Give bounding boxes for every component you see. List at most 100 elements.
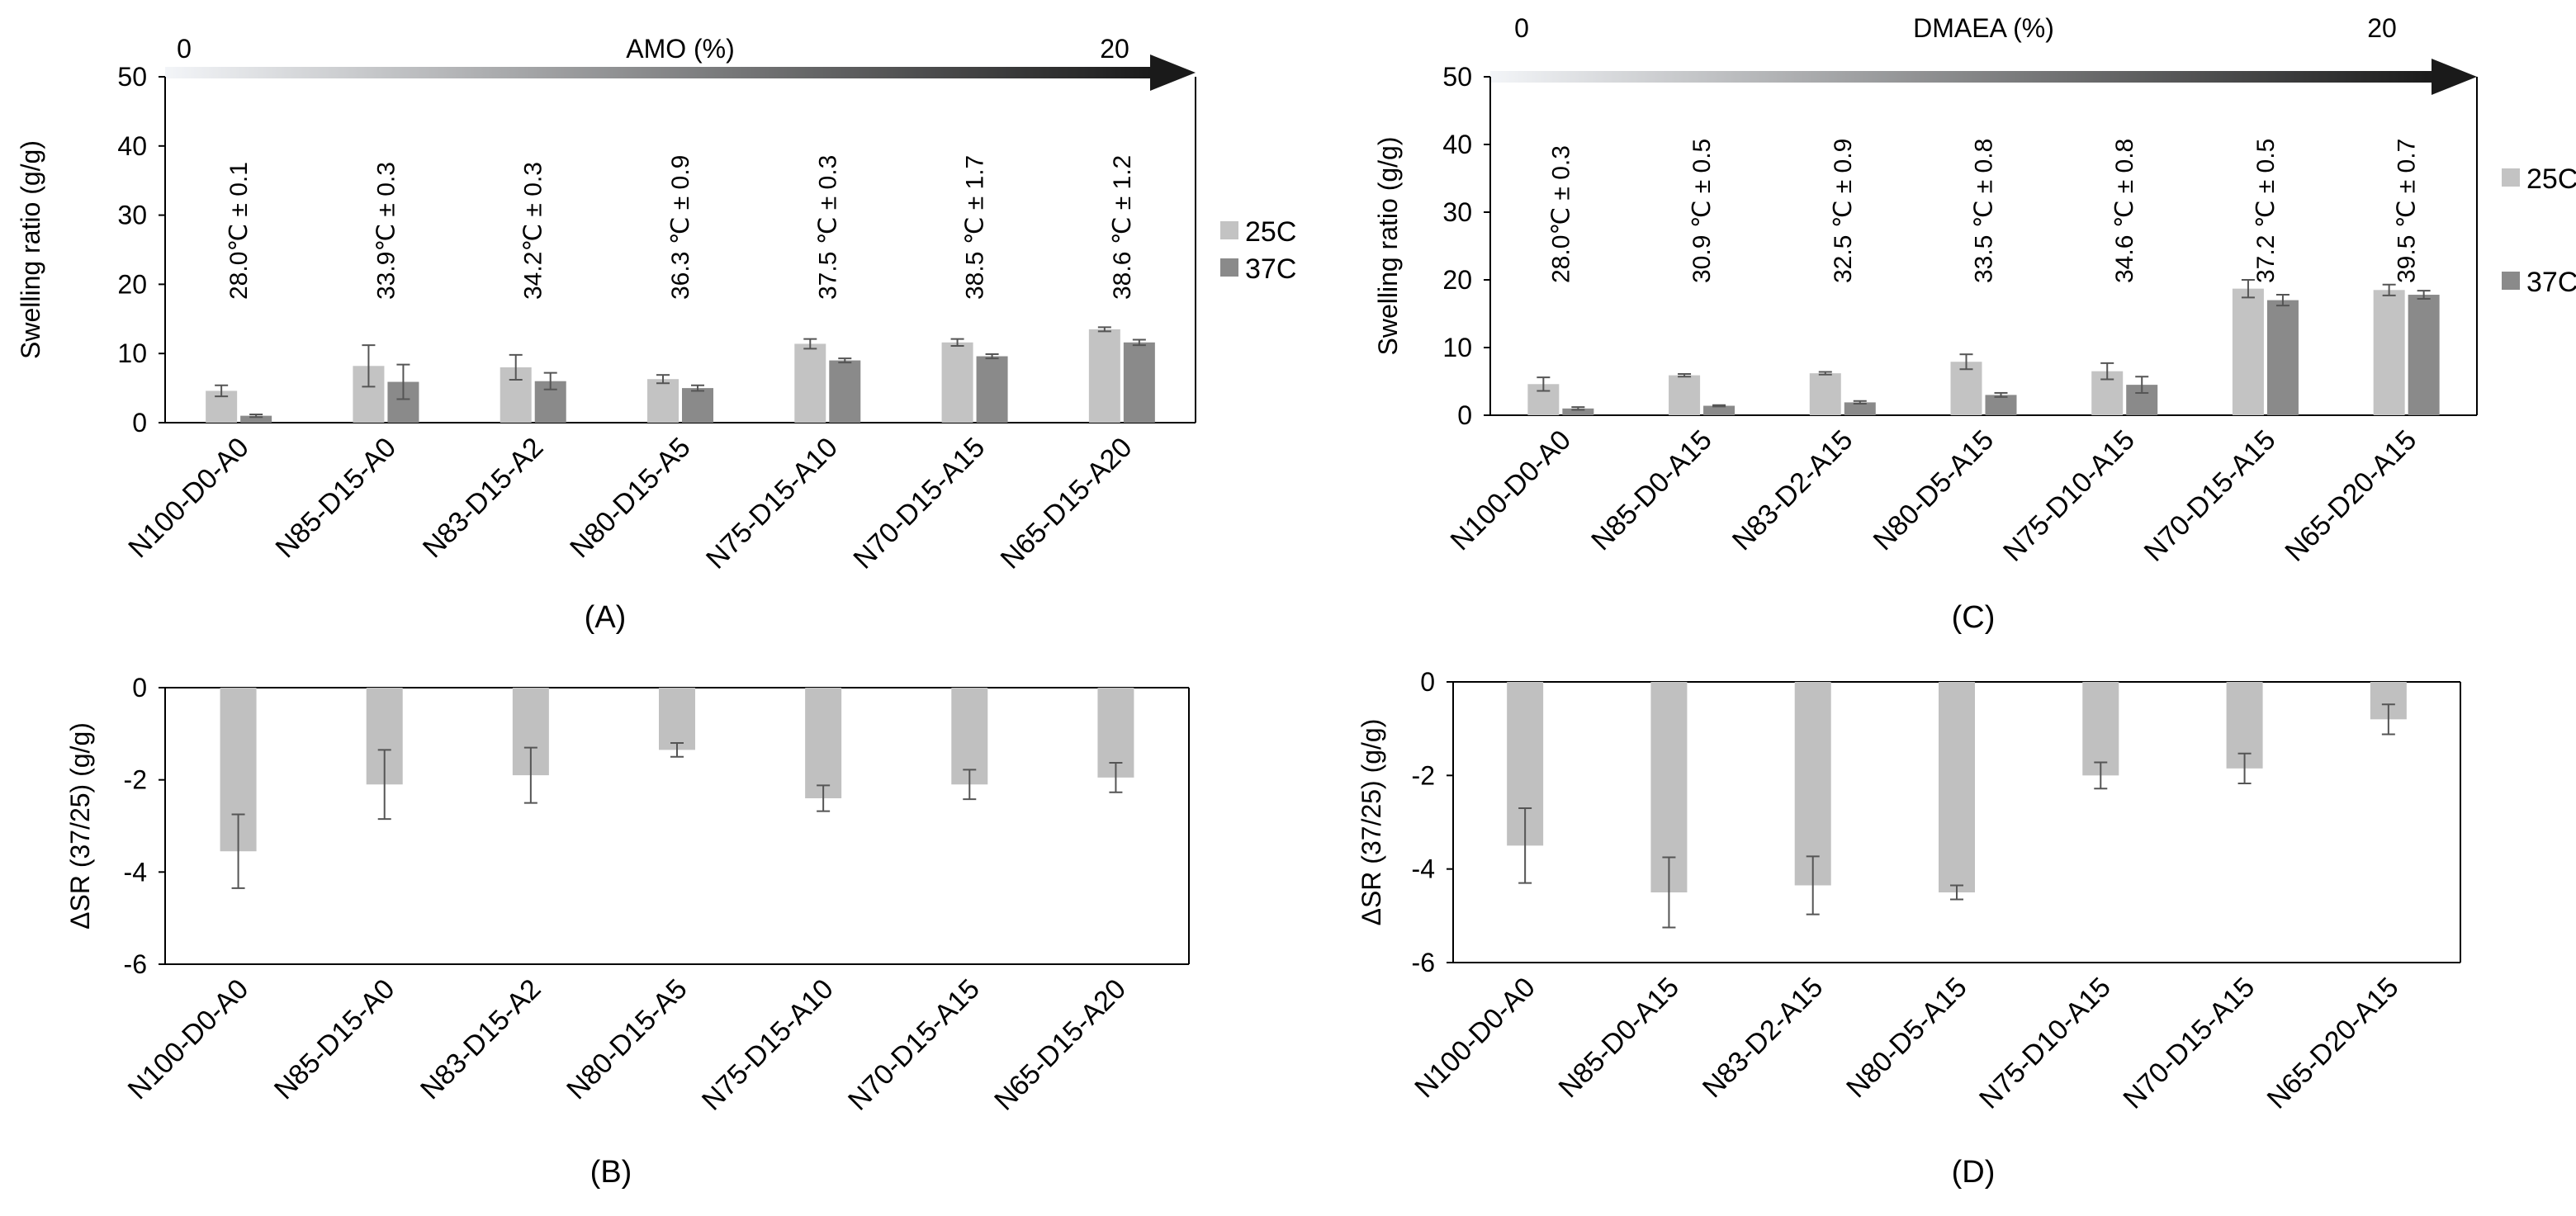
- bar-25C: [941, 342, 973, 423]
- y-tick-label: 0: [1420, 667, 1435, 697]
- x-tick-label: N75-D10-A15: [1973, 972, 2117, 1115]
- gradient-arrow-end: 20: [2367, 13, 2397, 43]
- lcst-annotation: 38.6 ℃ ± 1.2: [1109, 155, 1136, 300]
- chart-panel-A: AMO (%) 0 20 0 10 20 30 40 50 Swelling ratio (g/g…: [16, 34, 1296, 635]
- bar-37C: [682, 388, 713, 423]
- x-tick-label: N75-D15-A10: [696, 973, 840, 1117]
- lcst-annotation: 38.5 ℃ ± 1.7: [962, 155, 989, 300]
- bar-delta: [2082, 682, 2119, 776]
- bar-delta: [805, 688, 842, 798]
- lcst-annotation: 28.0℃ ± 0.1: [225, 162, 253, 300]
- bar-delta: [659, 688, 695, 750]
- y-tick-label: 0: [132, 673, 147, 703]
- x-tick-label: N83-D15-A2: [414, 973, 547, 1106]
- chart-panel-D: 0 -2 -4 -6 ΔSR (37/25) (g/g) N100-D0-A0 N85-D0…: [1357, 667, 2461, 1190]
- x-tick-label: N80-D5-A15: [1840, 972, 1973, 1105]
- bar-delta: [951, 688, 988, 785]
- y-tick-label: 10: [1442, 333, 1472, 362]
- y-tick-label: -2: [124, 765, 147, 795]
- gradient-arrow-end: 20: [1100, 34, 1129, 64]
- bar-25C: [1088, 329, 1120, 423]
- legend-label: 37C: [1245, 253, 1296, 285]
- y-tick-label: 30: [1442, 197, 1472, 227]
- y-axis-label: ΔSR (37/25) (g/g): [65, 722, 95, 930]
- x-tick-label: N65-D15-A20: [995, 432, 1139, 575]
- y-tick-label: 50: [1442, 62, 1472, 92]
- x-tick-label: N80-D15-A5: [561, 973, 694, 1106]
- gradient-arrow-head: [1150, 54, 1196, 91]
- gradient-arrow-start: 0: [177, 34, 192, 64]
- x-tick-label: N85-D15-A0: [268, 973, 401, 1106]
- legend-label: 25C: [1245, 216, 1296, 248]
- lcst-annotation: 30.9 ℃ ± 0.5: [1688, 139, 1716, 283]
- x-tick-label: N100-D0-A0: [1445, 424, 1578, 557]
- x-tick-label: N65-D20-A15: [2261, 972, 2405, 1115]
- x-tick-label: N75-D10-A15: [1997, 424, 2141, 568]
- x-tick-label: N100-D0-A0: [1409, 972, 1541, 1105]
- x-tick-label: N70-D15-A15: [2138, 424, 2282, 568]
- y-axis-label: Swelling ratio (g/g): [1373, 137, 1403, 356]
- x-tick-label: N75-D15-A10: [700, 432, 844, 575]
- x-tick-label: N65-D15-A20: [988, 973, 1132, 1117]
- lcst-annotation: 34.6 ℃ ± 0.8: [2111, 139, 2138, 283]
- y-tick-label: -6: [124, 949, 147, 979]
- legend-swatch-37C: [2502, 272, 2520, 290]
- gradient-arrow-start: 0: [1514, 13, 1529, 43]
- panel-label: (B): [590, 1155, 632, 1190]
- bar-25C: [647, 379, 679, 423]
- bar-25C: [1669, 375, 1701, 415]
- panel-label: (A): [585, 600, 627, 635]
- legend-swatch-25C: [2502, 168, 2520, 187]
- lcst-annotation: 37.2 ℃ ± 0.5: [2252, 139, 2280, 283]
- bar-37C: [2266, 300, 2299, 415]
- y-tick-label: -4: [1412, 854, 1435, 884]
- x-tick-label: N85-D0-A15: [1585, 424, 1718, 557]
- y-tick-label: 40: [1442, 130, 1472, 159]
- legend-label: 25C: [2526, 163, 2576, 195]
- bar-37C: [1844, 402, 1876, 415]
- gradient-arrow-label: AMO (%): [626, 34, 735, 64]
- lcst-annotation: 33.9℃ ± 0.3: [372, 162, 400, 300]
- x-tick-label: N65-D20-A15: [2279, 424, 2422, 568]
- bar-37C: [2408, 295, 2440, 415]
- bar-37C: [1123, 342, 1155, 423]
- x-tick-label: N70-D15-A15: [847, 432, 991, 575]
- bar-25C: [2232, 288, 2264, 415]
- x-tick-label: N70-D15-A15: [2117, 972, 2261, 1115]
- bar-delta: [1794, 682, 1831, 886]
- lcst-annotation: 28.0℃ ± 0.3: [1547, 145, 1574, 283]
- bar-37C: [1562, 408, 1594, 415]
- x-tick-label: N80-D5-A15: [1868, 424, 2001, 557]
- bar-37C: [1985, 395, 2017, 415]
- x-tick-label: N100-D0-A0: [122, 432, 255, 565]
- legend-swatch-37C: [1220, 258, 1238, 277]
- gradient-arrow-label: DMAEA (%): [1913, 13, 2054, 43]
- bar-delta: [1939, 682, 1975, 892]
- lcst-annotation: 34.2℃ ± 0.3: [520, 162, 547, 300]
- legend-label: 37C: [2526, 267, 2576, 298]
- chart-panel-C: DMAEA (%) 0 20 0 10 20 30 40 50 Swelling ratio (g…: [1373, 13, 2576, 635]
- chart-panel-B: 0 -2 -4 -6 ΔSR (37/25) (g/g) N100-D0-A0 N85-D1…: [65, 673, 1190, 1190]
- bar-25C: [1950, 362, 1982, 415]
- lcst-annotation: 33.5 ℃ ± 0.8: [1971, 139, 1998, 283]
- gradient-arrow-shaft: [165, 67, 1154, 78]
- x-tick-label: N83-D15-A2: [417, 432, 550, 565]
- x-tick-label: N85-D0-A15: [1553, 972, 1686, 1105]
- lcst-annotation: 37.5 ℃ ± 0.3: [814, 155, 841, 300]
- x-tick-label: N83-D2-A15: [1726, 424, 1859, 557]
- y-tick-label: 0: [1457, 400, 1472, 430]
- y-axis-label: Swelling ratio (g/g): [16, 140, 45, 359]
- bar-25C: [1809, 373, 1841, 415]
- bar-37C: [976, 356, 1008, 423]
- bar-37C: [1703, 405, 1735, 415]
- gradient-arrow-shaft: [1490, 71, 2436, 83]
- y-tick-label: 50: [117, 62, 147, 92]
- y-tick-label: -2: [1412, 760, 1435, 790]
- lcst-annotation: 36.3 ℃ ± 0.9: [667, 155, 694, 300]
- y-tick-label: 0: [132, 408, 147, 438]
- x-tick-label: N70-D15-A15: [842, 973, 986, 1117]
- legend-swatch-25C: [1220, 221, 1238, 239]
- y-tick-label: 30: [117, 201, 147, 230]
- bar-25C: [2373, 290, 2405, 415]
- y-tick-label: 20: [117, 269, 147, 299]
